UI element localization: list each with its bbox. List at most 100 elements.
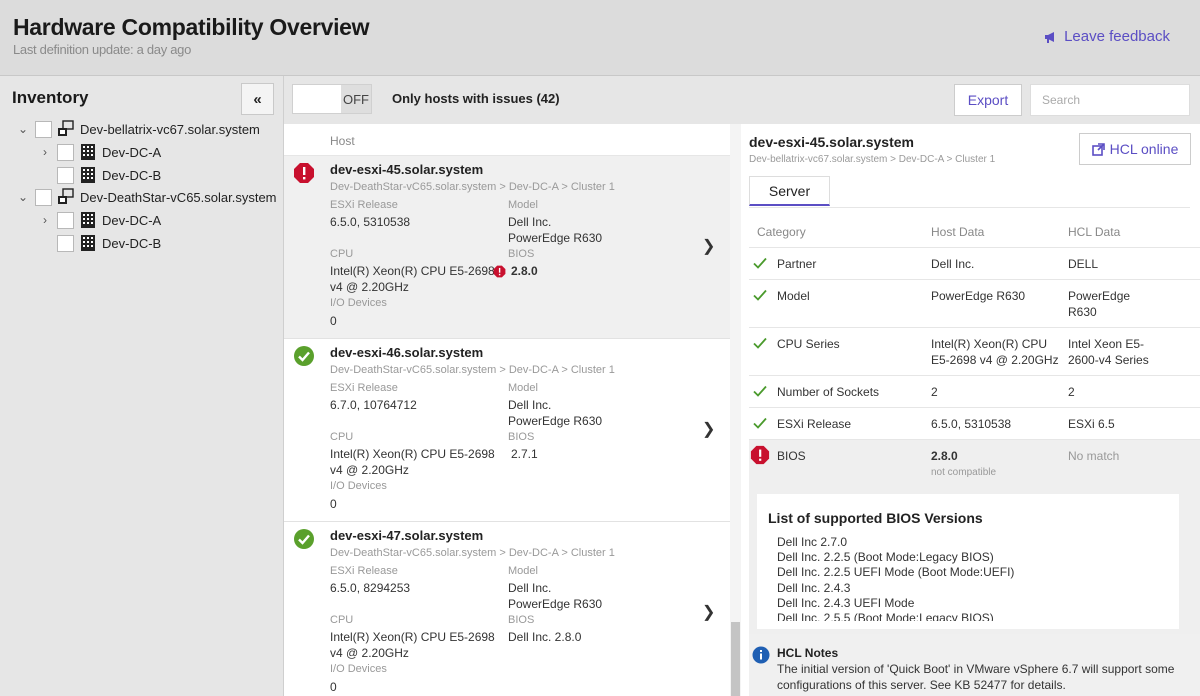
tree-item-vcenter[interactable]: ⌄ Dev-bellatrix-vc67.solar.system	[16, 118, 260, 140]
leave-feedback-label: Leave feedback	[1064, 28, 1170, 45]
compat-host-data: Intel(R) Xeon(R) CPU	[931, 337, 1048, 351]
check-icon	[753, 257, 767, 269]
model-label: Model	[508, 199, 538, 211]
datacenter-icon	[81, 167, 95, 183]
esxi-label: ESXi Release	[330, 382, 398, 394]
supported-bios-title: List of supported BIOS Versions	[768, 510, 983, 526]
compat-hcl-data: No match	[1068, 449, 1120, 463]
info-icon	[752, 646, 770, 664]
category-column-header: Category	[757, 225, 806, 239]
collapse-panel-button[interactable]: «	[241, 83, 274, 115]
error-octagon-icon	[750, 445, 770, 465]
compat-host-data-note: not compatible	[931, 467, 997, 478]
tab-server[interactable]: Server	[749, 176, 830, 206]
model-value-line2: PowerEdge R630	[508, 414, 603, 428]
tree-item-datacenter[interactable]: Dev-DC-B	[38, 164, 161, 186]
io-label: I/O Devices	[330, 297, 387, 309]
esxi-label: ESXi Release	[330, 199, 398, 211]
esxi-value: 6.5.0, 8294253	[330, 581, 411, 595]
compat-hcl-data: DELL	[1068, 257, 1099, 271]
search-input[interactable]	[1030, 84, 1190, 116]
tree-item-label: Dev-DC-A	[102, 212, 162, 228]
compat-hcl-data-line2: R630	[1068, 305, 1097, 319]
tree-item-datacenter[interactable]: › Dev-DC-A	[38, 141, 161, 163]
issues-only-label: Only hosts with issues (42)	[392, 91, 560, 106]
model-value-line1: Dell Inc.	[508, 581, 552, 595]
issues-only-toggle[interactable]: OFF	[292, 84, 372, 114]
megaphone-icon	[1045, 31, 1055, 43]
supported-bios-list: Dell Inc 2.7.0 Dell Inc. 2.2.5 (Boot Mod…	[777, 535, 1014, 621]
host-row[interactable]: dev-esxi-46.solar.system Dev-DeathStar-v…	[284, 339, 730, 522]
compat-category: ESXi Release	[777, 417, 852, 431]
compat-host-data: 6.5.0, 5310538	[931, 417, 1012, 431]
compat-category: BIOS	[777, 449, 806, 463]
external-link-icon	[1091, 142, 1105, 156]
scrollbar-thumb[interactable]	[731, 622, 740, 696]
datacenter-icon	[81, 212, 95, 228]
esxi-label: ESXi Release	[330, 565, 398, 577]
host-row[interactable]: dev-esxi-45.solar.system Dev-DeathStar-v…	[284, 156, 730, 339]
model-value-line2: PowerEdge R630	[508, 231, 603, 245]
vcenter-icon	[58, 188, 74, 204]
compat-hcl-data-line2: 2600-v4 Series	[1068, 353, 1149, 367]
bios-label: BIOS	[508, 248, 535, 260]
compat-table-header: Category Host Data HCL Data	[749, 220, 1200, 248]
compat-host-data-line2: E5-2698 v4 @ 2.20GHz	[931, 353, 1059, 367]
compat-row: Number of Sockets 2 2	[749, 376, 1200, 408]
compat-category: Model	[777, 289, 810, 303]
host-detail-panel: dev-esxi-45.solar.system Dev-bellatrix-v…	[741, 124, 1200, 696]
host-name: dev-esxi-47.solar.system	[330, 528, 484, 543]
chevron-down-icon[interactable]: ⌄	[17, 122, 29, 136]
host-data-column-header: Host Data	[931, 225, 985, 239]
chevron-down-icon[interactable]: ⌄	[17, 190, 29, 204]
compat-category: Partner	[777, 257, 817, 271]
hcl-notes-text: The initial version of 'Quick Boot' in V…	[777, 662, 1175, 692]
list-item: Dell Inc. 2.4.3	[777, 580, 851, 595]
hcl-online-button[interactable]: HCL online	[1079, 133, 1191, 165]
export-button[interactable]: Export	[954, 84, 1022, 116]
io-label: I/O Devices	[330, 663, 387, 675]
compat-category: Number of Sockets	[777, 385, 880, 399]
chevron-right-icon[interactable]: ›	[43, 145, 47, 159]
compat-host-data: Dell Inc.	[931, 257, 975, 271]
model-label: Model	[508, 565, 538, 577]
check-icon	[753, 337, 767, 349]
hcl-notes: HCL Notes The initial version of 'Quick …	[749, 634, 1200, 696]
host-path: Dev-DeathStar-vC65.solar.system > Dev-DC…	[330, 547, 615, 559]
inventory-title: Inventory	[12, 88, 89, 107]
host-row[interactable]: dev-esxi-47.solar.system Dev-DeathStar-v…	[284, 522, 730, 696]
tree-checkbox[interactable]	[57, 234, 74, 252]
bios-label: BIOS	[508, 431, 535, 443]
tree-checkbox[interactable]	[57, 211, 74, 229]
cpu-value-line1: Intel(R) Xeon(R) CPU E5-2698	[330, 447, 495, 461]
esxi-value: 6.7.0, 10764712	[330, 398, 417, 412]
tree-item-vcenter[interactable]: ⌄ Dev-DeathStar-vC65.solar.system	[16, 186, 277, 208]
chevron-right-icon[interactable]: ❯	[702, 421, 716, 438]
list-item: Dell Inc. 2.5.5 (Boot Mode:Legacy BIOS)	[777, 611, 994, 621]
model-value-line1: Dell Inc.	[508, 215, 552, 229]
tree-checkbox[interactable]	[57, 143, 74, 161]
chevron-right-icon[interactable]: ❯	[702, 604, 716, 621]
check-circle-icon	[294, 346, 314, 366]
hcl-online-label: HCL online	[1109, 141, 1179, 157]
host-list-scrollbar[interactable]	[730, 124, 741, 696]
chevron-right-icon[interactable]: ❯	[702, 238, 716, 255]
io-value: 0	[330, 497, 337, 511]
tree-checkbox[interactable]	[35, 188, 52, 206]
tree-checkbox[interactable]	[35, 120, 52, 138]
bios-label: BIOS	[508, 614, 535, 626]
host-toolbar: OFF Only hosts with issues (42) Export	[284, 76, 1200, 124]
tree-item-datacenter[interactable]: › Dev-DC-A	[38, 209, 161, 231]
leave-feedback-link[interactable]: Leave feedback	[1044, 28, 1170, 45]
inventory-panel: Inventory « ⌄ Dev-bellatrix-vc67.solar.s…	[0, 76, 284, 696]
compat-row: CPU Series Intel(R) Xeon(R) CPU E5-2698 …	[749, 328, 1200, 376]
host-path: Dev-DeathStar-vC65.solar.system > Dev-DC…	[330, 181, 615, 193]
list-item: Dell Inc 2.7.0	[777, 535, 848, 549]
tree-item-label: Dev-DC-A	[102, 144, 162, 160]
tree-item-datacenter[interactable]: Dev-DC-B	[38, 232, 161, 254]
tree-checkbox[interactable]	[57, 166, 74, 184]
page-header: Hardware Compatibility Overview Last def…	[0, 0, 1200, 76]
page-title: Hardware Compatibility Overview	[13, 14, 370, 40]
chevron-right-icon[interactable]: ›	[43, 213, 47, 227]
check-circle-icon	[294, 529, 314, 549]
